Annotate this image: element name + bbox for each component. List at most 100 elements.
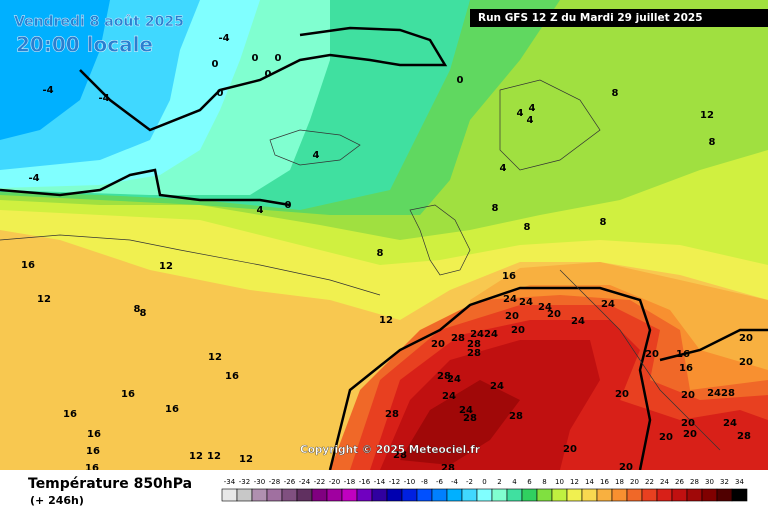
contour-label: 12: [379, 315, 393, 326]
contour-label: 20: [659, 432, 673, 443]
contour-label: 2424: [470, 329, 498, 340]
contour-label: 4: [527, 115, 534, 126]
contour-label: 16: [86, 446, 100, 457]
scale-swatch: [371, 488, 388, 502]
contour-label: 16: [21, 260, 35, 271]
contour-label: 16: [225, 371, 239, 382]
contour-label: 28: [441, 463, 455, 474]
contour-label: 16: [63, 409, 77, 420]
scale-label: -20: [329, 478, 340, 486]
scale-swatch: [506, 488, 523, 502]
scale-label: 30: [705, 478, 714, 486]
scale-swatch: [386, 488, 403, 502]
contour-label: 20: [739, 333, 753, 344]
contour-label: -4: [218, 33, 229, 44]
scale-label: -10: [404, 478, 415, 486]
scale-swatch: [356, 488, 373, 502]
scale-label: -34: [224, 478, 236, 486]
contour-lines: [0, 26, 768, 471]
contour-label: 16: [676, 349, 690, 360]
scale-label: 34: [735, 478, 744, 486]
contour-label: 24: [538, 302, 552, 313]
scale-label: 26: [675, 478, 684, 486]
scale-swatch: [566, 488, 583, 502]
contour-label: 8: [600, 217, 607, 228]
scale-label: -28: [269, 478, 280, 486]
contour-label: 4: [500, 163, 507, 174]
scale-swatch: [221, 488, 238, 502]
contour-label: 28: [385, 409, 399, 420]
scale-label: 18: [615, 478, 624, 486]
contour-label: 16: [502, 271, 516, 282]
contour-label: 24: [447, 374, 461, 385]
scale-label: 4: [512, 478, 517, 486]
contour-label: 24: [571, 316, 585, 327]
temperature-bands: [0, 0, 768, 470]
contour-label: 16: [121, 389, 135, 400]
scale-swatch: [431, 488, 448, 502]
contour-label: 20: [547, 309, 561, 320]
contour-label: 8: [140, 308, 147, 319]
contour-label: 28: [437, 371, 451, 382]
contour-label: 28: [451, 333, 465, 344]
scale-label: 22: [645, 478, 654, 486]
scale-swatch: [701, 488, 718, 502]
contour-label: 24: [459, 405, 473, 416]
scale-label: 32: [720, 478, 729, 486]
scale-swatch: [521, 488, 538, 502]
scale-swatch: [251, 488, 268, 502]
scale-swatch: [551, 488, 568, 502]
scale-label: -30: [254, 478, 265, 486]
scale-swatch: [476, 488, 493, 502]
contour-label: 4: [529, 103, 536, 114]
contour-label: 20: [681, 390, 695, 401]
contour-label: 20: [645, 349, 659, 360]
contour-label: 8: [709, 137, 716, 148]
contour-label: 28: [509, 411, 523, 422]
lead-time: (+ 246h): [30, 494, 84, 507]
scale-swatch: [341, 488, 358, 502]
scale-label: 6: [527, 478, 532, 486]
scale-label: -2: [466, 478, 473, 486]
scale-label: -24: [299, 478, 311, 486]
contour-label: 8: [524, 222, 531, 233]
contour-label: 20: [739, 357, 753, 368]
scale-label: -32: [239, 478, 250, 486]
valid-time: 20:00 locale: [16, 33, 153, 57]
contour-label: 16: [85, 463, 99, 474]
contour-label: 2428: [707, 388, 735, 399]
scale-swatch: [626, 488, 643, 502]
contour-label: 24: [490, 381, 504, 392]
contour-label: 8: [612, 88, 619, 99]
scale-swatch: [401, 488, 418, 502]
contour-label: 20: [683, 429, 697, 440]
contour-label: 20: [505, 311, 519, 322]
scale-swatch: [446, 488, 463, 502]
contour-label: -4: [42, 85, 53, 96]
scale-label: 2: [497, 478, 501, 486]
contour-label: 8: [492, 203, 499, 214]
contour-label: 20: [615, 389, 629, 400]
contour-label: 16: [679, 363, 693, 374]
contour-label: 0: [457, 75, 464, 86]
contour-label: 12: [37, 294, 51, 305]
contour-label: 28: [467, 348, 481, 359]
scale-swatch: [686, 488, 703, 502]
run-banner: [470, 9, 768, 27]
scale-swatch: [581, 488, 598, 502]
contour-label: -4: [28, 173, 39, 184]
contour-label: 12: [700, 110, 714, 121]
scale-swatch: [281, 488, 298, 502]
contour-label: 24: [442, 391, 456, 402]
contour-label: 20: [563, 444, 577, 455]
contour-label: 8: [134, 304, 141, 315]
contour-label: -4: [98, 93, 109, 104]
scale-label: 28: [690, 478, 699, 486]
contour-label: 24: [519, 297, 533, 308]
scale-swatch: [236, 488, 253, 502]
contour-label: 4: [517, 108, 524, 119]
contour-label: 28: [467, 339, 481, 350]
scale-swatch: [671, 488, 688, 502]
